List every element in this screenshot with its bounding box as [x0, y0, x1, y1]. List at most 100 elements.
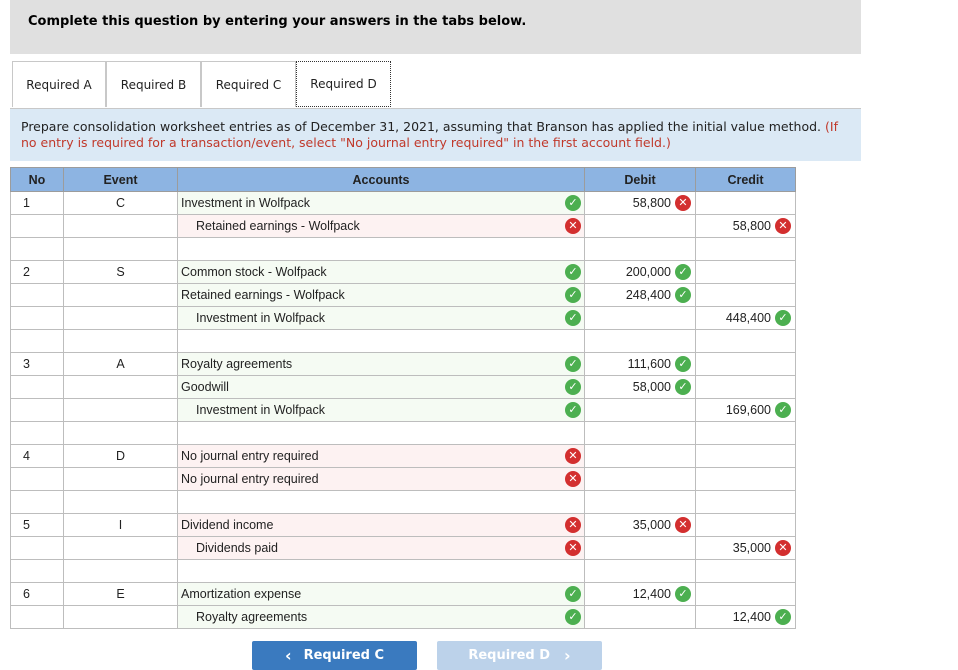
account-field[interactable] — [177, 559, 585, 583]
credit-field[interactable] — [695, 490, 796, 514]
credit-field[interactable]: 35,000 ✕ — [695, 536, 796, 560]
debit-value: 111,600 — [627, 357, 671, 371]
debit-field[interactable] — [584, 237, 696, 261]
debit-field[interactable] — [584, 490, 696, 514]
row-event[interactable] — [63, 467, 178, 491]
debit-field[interactable]: 58,800 ✕ — [584, 191, 696, 215]
table-row: Retained earnings - Wolfpack ✓ 248,400 ✓ — [10, 283, 796, 307]
credit-field[interactable]: 12,400 ✓ — [695, 605, 796, 629]
credit-field[interactable] — [695, 283, 796, 307]
row-event[interactable] — [63, 536, 178, 560]
debit-field[interactable]: 111,600 ✓ — [584, 352, 696, 376]
debit-field[interactable] — [584, 214, 696, 238]
row-event[interactable]: D — [63, 444, 178, 468]
row-event[interactable] — [63, 329, 178, 353]
credit-field[interactable] — [695, 237, 796, 261]
check-icon: ✓ — [675, 356, 691, 372]
row-event[interactable] — [63, 237, 178, 261]
row-event[interactable] — [63, 490, 178, 514]
account-field[interactable]: Retained earnings - Wolfpack ✕ — [177, 214, 585, 238]
row-event[interactable]: A — [63, 352, 178, 376]
row-event[interactable]: E — [63, 582, 178, 606]
account-field[interactable]: No journal entry required ✕ — [177, 467, 585, 491]
credit-field[interactable] — [695, 191, 796, 215]
table-row: Investment in Wolfpack ✓ 169,600 ✓ — [10, 398, 796, 422]
credit-field[interactable] — [695, 513, 796, 537]
debit-field[interactable] — [584, 444, 696, 468]
debit-field[interactable] — [584, 306, 696, 330]
debit-field[interactable] — [584, 421, 696, 445]
credit-field[interactable] — [695, 352, 796, 376]
row-event[interactable] — [63, 283, 178, 307]
tab-required-c[interactable]: Required C — [201, 61, 296, 107]
question-header: Complete this question by entering your … — [10, 0, 861, 54]
credit-field[interactable] — [695, 329, 796, 353]
credit-value: 58,800 — [732, 219, 771, 233]
debit-field[interactable]: 58,000 ✓ — [584, 375, 696, 399]
account-field[interactable] — [177, 490, 585, 514]
row-event[interactable] — [63, 605, 178, 629]
table-row: No journal entry required ✕ — [10, 467, 796, 491]
row-number: 5 — [10, 513, 64, 537]
row-number: 1 — [10, 191, 64, 215]
row-event[interactable]: C — [63, 191, 178, 215]
account-field[interactable]: Dividend income ✕ — [177, 513, 585, 537]
account-field[interactable]: Goodwill ✓ — [177, 375, 585, 399]
credit-field[interactable] — [695, 444, 796, 468]
row-event[interactable] — [63, 559, 178, 583]
tab-required-a[interactable]: Required A — [12, 61, 106, 107]
credit-field[interactable] — [695, 559, 796, 583]
table-row: Goodwill ✓ 58,000 ✓ — [10, 375, 796, 399]
debit-field[interactable]: 200,000 ✓ — [584, 260, 696, 284]
row-event[interactable] — [63, 398, 178, 422]
credit-field[interactable] — [695, 375, 796, 399]
credit-field[interactable] — [695, 421, 796, 445]
credit-field[interactable]: 448,400 ✓ — [695, 306, 796, 330]
check-icon: ✓ — [565, 402, 581, 418]
account-field[interactable]: Dividends paid ✕ — [177, 536, 585, 560]
check-icon: ✓ — [565, 287, 581, 303]
account-field[interactable]: Investment in Wolfpack ✓ — [177, 191, 585, 215]
row-event[interactable] — [63, 421, 178, 445]
account-field[interactable]: Common stock - Wolfpack ✓ — [177, 260, 585, 284]
account-field[interactable] — [177, 329, 585, 353]
table-row: 6 E Amortization expense ✓ 12,400 ✓ — [10, 582, 796, 606]
account-field[interactable]: Investment in Wolfpack ✓ — [177, 398, 585, 422]
debit-field[interactable] — [584, 329, 696, 353]
table-row: Investment in Wolfpack ✓ 448,400 ✓ — [10, 306, 796, 330]
debit-field[interactable]: 248,400 ✓ — [584, 283, 696, 307]
debit-field[interactable] — [584, 536, 696, 560]
account-field[interactable]: Retained earnings - Wolfpack ✓ — [177, 283, 585, 307]
row-event[interactable] — [63, 306, 178, 330]
account-field[interactable] — [177, 237, 585, 261]
row-event[interactable] — [63, 375, 178, 399]
account-field[interactable]: Amortization expense ✓ — [177, 582, 585, 606]
debit-field[interactable]: 35,000 ✕ — [584, 513, 696, 537]
credit-field[interactable] — [695, 467, 796, 491]
tab-required-b[interactable]: Required B — [106, 61, 201, 107]
debit-field[interactable] — [584, 398, 696, 422]
row-event[interactable]: I — [63, 513, 178, 537]
table-row: Royalty agreements ✓ 12,400 ✓ — [10, 605, 796, 629]
account-field[interactable]: Royalty agreements ✓ — [177, 605, 585, 629]
debit-field[interactable] — [584, 605, 696, 629]
account-field[interactable]: Royalty agreements ✓ — [177, 352, 585, 376]
credit-field[interactable]: 169,600 ✓ — [695, 398, 796, 422]
table-body: 1 C Investment in Wolfpack ✓ 58,800 ✕ Retained… — [10, 191, 796, 629]
credit-field[interactable]: 58,800 ✕ — [695, 214, 796, 238]
credit-field[interactable] — [695, 260, 796, 284]
check-icon: ✓ — [675, 264, 691, 280]
debit-field[interactable] — [584, 467, 696, 491]
debit-field[interactable]: 12,400 ✓ — [584, 582, 696, 606]
row-number — [10, 237, 64, 261]
account-field[interactable]: Investment in Wolfpack ✓ — [177, 306, 585, 330]
account-field[interactable] — [177, 421, 585, 445]
row-event[interactable]: S — [63, 260, 178, 284]
credit-field[interactable] — [695, 582, 796, 606]
tab-required-d[interactable]: Required D — [296, 61, 391, 107]
prev-required-button[interactable]: ‹ Required C — [252, 641, 417, 670]
account-field[interactable]: No journal entry required ✕ — [177, 444, 585, 468]
row-event[interactable] — [63, 214, 178, 238]
next-required-button[interactable]: Required D › — [437, 641, 602, 670]
debit-field[interactable] — [584, 559, 696, 583]
